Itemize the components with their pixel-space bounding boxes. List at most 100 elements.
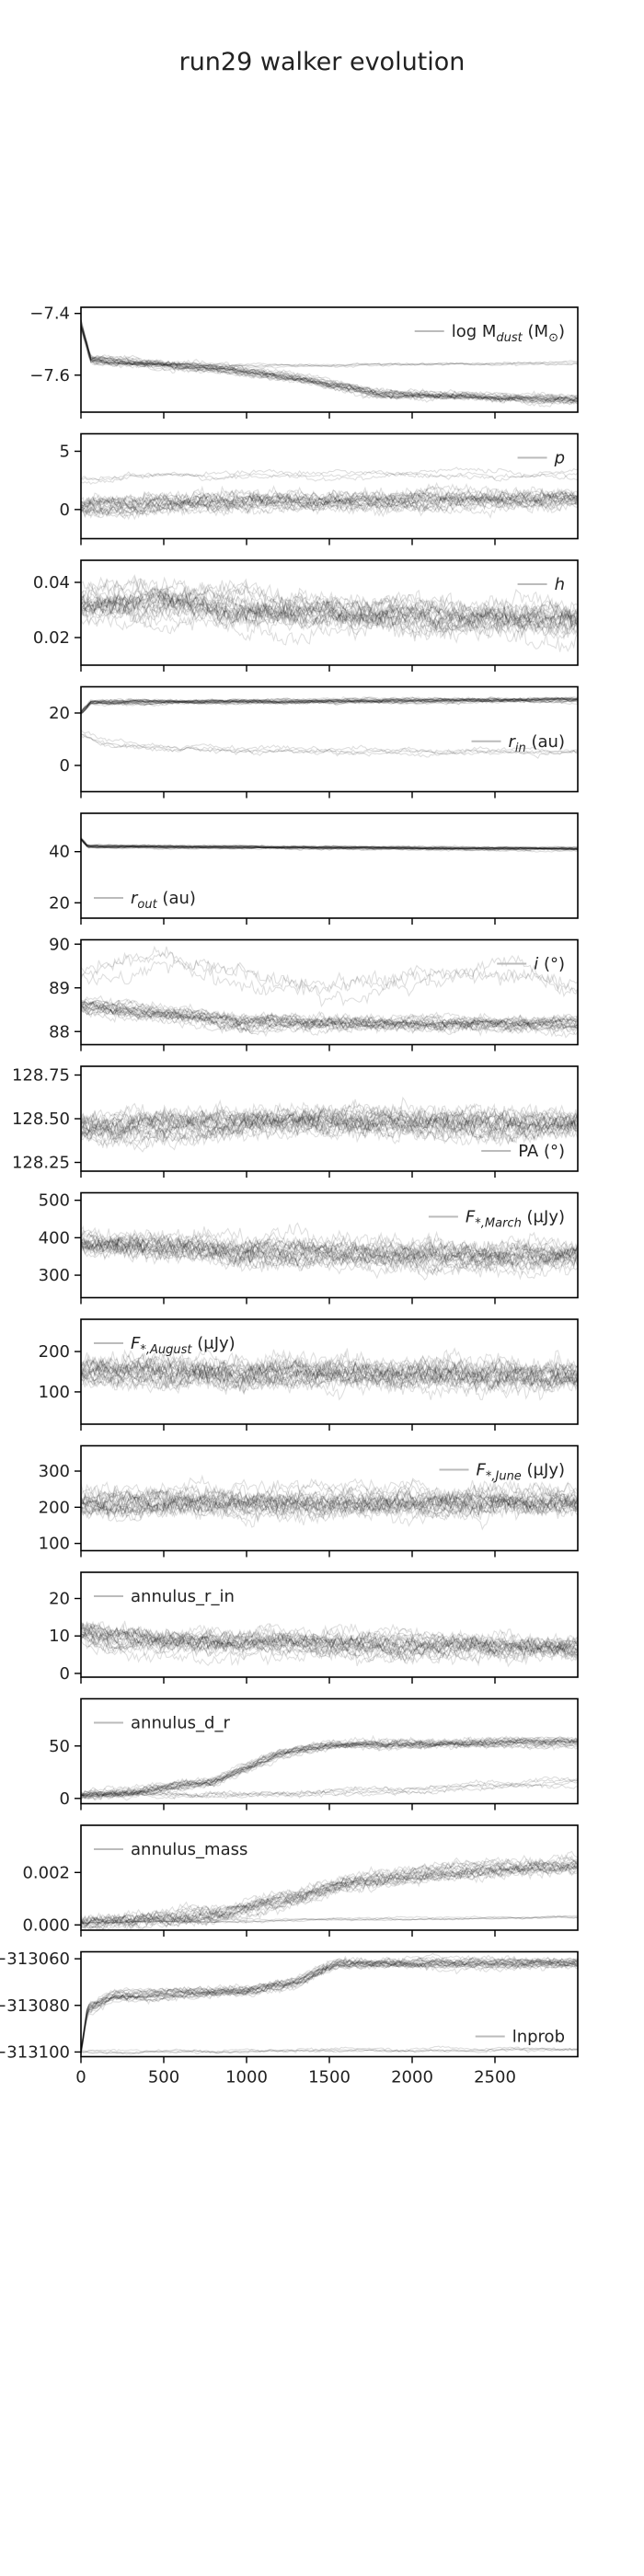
walker-line-4	[81, 324, 578, 403]
walker-traces	[81, 945, 578, 1039]
walker-line-8	[81, 1361, 578, 1400]
y-tick-label: 500	[39, 1191, 70, 1211]
walker-line-1	[81, 2045, 578, 2053]
walker-line-6	[81, 1008, 578, 1037]
walker-line-3	[81, 1491, 578, 1528]
walker-line-23	[81, 1356, 578, 1391]
panel-frame	[80, 432, 579, 540]
walker-line-12	[81, 838, 578, 851]
walker-line-21	[81, 1737, 578, 1800]
y-tick-label: 128.25	[12, 1154, 70, 1173]
walker-line-17	[81, 1960, 578, 2054]
walker-line-14	[81, 1230, 578, 1266]
walker-line-5	[81, 838, 578, 851]
walker-line-23	[81, 698, 578, 716]
walker-line-7	[81, 328, 578, 401]
walker-line-0	[81, 1487, 578, 1525]
walker-line-12	[81, 999, 578, 1029]
y-tick-label: 89	[49, 979, 70, 998]
walker-line-14	[81, 1103, 578, 1135]
walker-line-23	[81, 1237, 578, 1281]
walker-line-1	[81, 466, 578, 481]
walker-line-1	[81, 1229, 578, 1264]
legend: F*,June (μJy)	[439, 1461, 566, 1484]
walker-line-15	[81, 1959, 578, 2056]
walker-line-20	[81, 696, 578, 715]
walker-line-11	[81, 1857, 578, 1926]
legend-main: p	[554, 449, 565, 468]
walker-line-7	[81, 838, 578, 851]
walker-traces	[81, 1620, 578, 1668]
legend-units: (°)	[538, 1142, 565, 1161]
walker-line-13	[81, 1623, 578, 1656]
walker-line-24	[81, 1112, 578, 1151]
walker-line-17	[81, 696, 578, 712]
walker-line-6	[81, 487, 578, 512]
walker-line-16	[81, 1109, 578, 1142]
x-tick-label: 2500	[474, 2068, 516, 2087]
walker-line-15	[81, 1348, 578, 1391]
walker-line-4	[81, 1959, 578, 2052]
walker-line-13	[81, 839, 578, 852]
legend: p	[517, 449, 565, 468]
walker-line-13	[81, 1355, 578, 1393]
walker-line-9	[81, 838, 578, 850]
walker-line-20	[81, 838, 578, 851]
walker-line-23	[81, 1491, 578, 1527]
walker-line-13	[81, 1954, 578, 2053]
walker-line-17	[81, 1102, 578, 1138]
walker-line-3	[81, 1778, 578, 1800]
x-tick-label: 500	[148, 2068, 179, 2087]
walker-line-8	[81, 1231, 578, 1271]
walker-line-4	[81, 1620, 578, 1657]
legend-label: F*,June (μJy)	[477, 1461, 566, 1484]
walker-line-21	[81, 1236, 578, 1280]
walker-line-24	[81, 1362, 578, 1401]
walker-line-16	[81, 1623, 578, 1661]
walker-line-8	[81, 1961, 578, 2053]
legend-label: h	[555, 575, 565, 594]
walker-line-21	[81, 1003, 578, 1033]
walker-line-6	[81, 1110, 578, 1142]
walker-line-9	[81, 1105, 578, 1140]
walker-line-3	[81, 1236, 578, 1275]
y-tick-label: 100	[39, 1535, 70, 1554]
walker-line-13	[81, 590, 578, 633]
walker-line-20	[81, 1107, 578, 1144]
walker-line-6	[81, 593, 578, 630]
walker-traces	[81, 318, 578, 408]
walker-line-23	[81, 1116, 578, 1148]
walker-line-15	[81, 696, 578, 714]
walker-line-14	[81, 1736, 578, 1799]
walker-line-14	[81, 323, 578, 404]
walker-line-0	[81, 576, 578, 626]
walker-line-0	[81, 470, 578, 482]
y-tick-label: 0	[60, 756, 70, 776]
walker-line-20	[81, 1958, 578, 2054]
walker-line-18	[81, 1232, 578, 1261]
walker-line-13	[81, 696, 578, 713]
walker-line-0	[81, 733, 578, 756]
legend: PA (°)	[481, 1142, 565, 1161]
walker-line-24	[81, 1952, 578, 2051]
walker-traces	[81, 573, 578, 653]
walker-line-20	[81, 489, 578, 517]
legend-label: rin (au)	[509, 732, 565, 755]
walker-line-8	[81, 578, 578, 633]
legend: lnprob	[475, 2028, 565, 2047]
walker-line-21	[81, 1483, 578, 1531]
walker-line-23	[81, 1955, 578, 2050]
y-tick-label: −313100	[0, 2042, 70, 2062]
walker-line-13	[81, 998, 578, 1027]
walker-line-5	[81, 1958, 578, 2052]
y-tick-label: 5	[60, 443, 70, 462]
walker-line-19	[81, 1959, 578, 2053]
walker-line-3	[81, 838, 578, 851]
walker-line-0	[81, 958, 578, 1007]
walker-line-8	[81, 326, 578, 404]
walker-line-7	[81, 1002, 578, 1030]
walker-line-21	[81, 595, 578, 638]
walker-line-13	[81, 1860, 578, 1925]
walker-line-11	[81, 1005, 578, 1030]
walker-line-14	[81, 1489, 578, 1521]
